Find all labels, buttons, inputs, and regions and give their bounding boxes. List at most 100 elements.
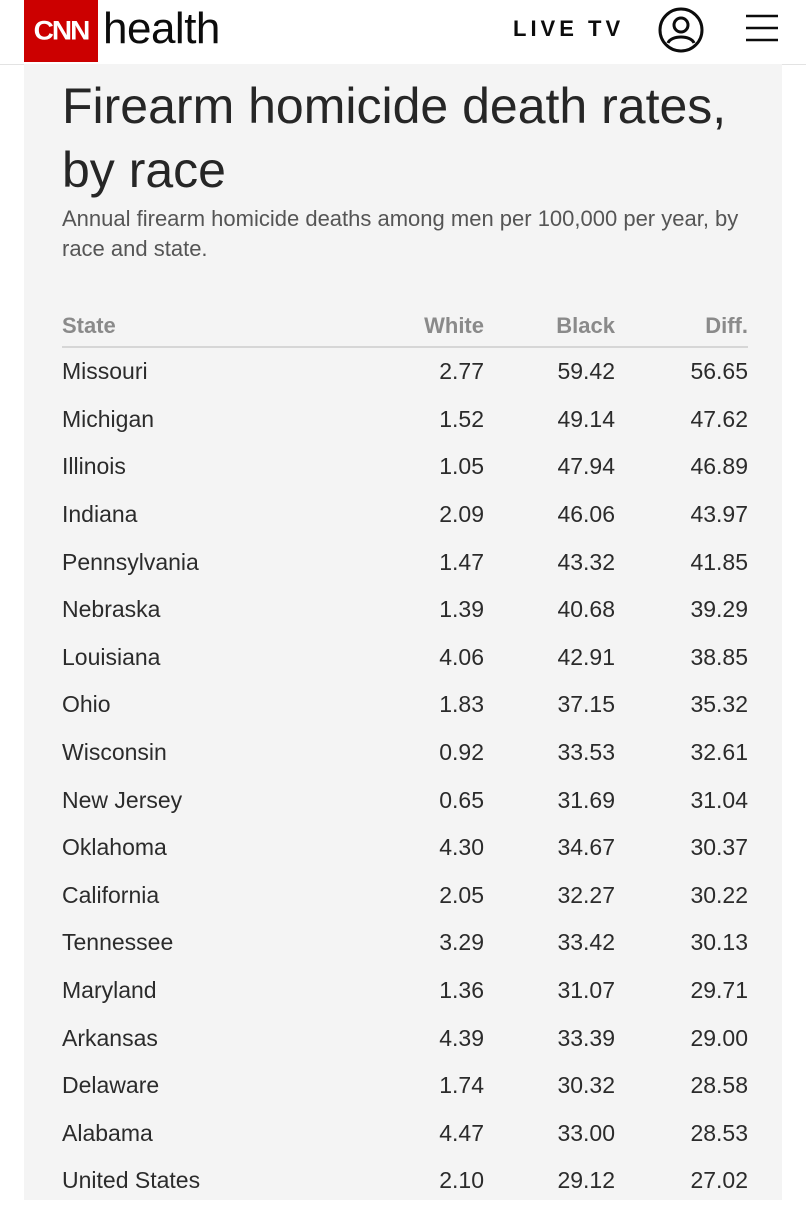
hamburger-menu-icon[interactable] — [744, 10, 780, 46]
cell-state: Arkansas — [62, 1024, 158, 1051]
section-name[interactable]: health — [103, 4, 220, 53]
cell-diff: 43.97 — [690, 501, 748, 528]
cell-white: 2.05 — [439, 881, 484, 908]
cell-state: Missouri — [62, 358, 148, 385]
cell-black: 37.15 — [557, 691, 615, 718]
cell-black: 42.91 — [557, 643, 615, 670]
cell-white: 0.92 — [439, 739, 484, 766]
site-header: CNN health LIVE TV — [0, 0, 806, 65]
column-header-state[interactable]: State — [62, 306, 392, 348]
cell-state: Pennsylvania — [62, 548, 199, 575]
cell-white: 2.10 — [439, 1167, 484, 1194]
table-row: Ohio 1.83 37.15 35.32 — [62, 681, 748, 729]
cell-state: Louisiana — [62, 643, 161, 670]
cell-diff: 46.89 — [690, 453, 748, 480]
cell-diff: 35.32 — [690, 691, 748, 718]
live-tv-link[interactable]: LIVE TV — [513, 16, 625, 41]
cell-diff: 32.61 — [690, 739, 748, 766]
cell-diff: 29.00 — [690, 1024, 748, 1051]
table-row: Tennessee 3.29 33.42 30.13 — [62, 919, 748, 967]
cell-black: 31.69 — [557, 786, 615, 813]
cell-state: Oklahoma — [62, 834, 167, 861]
cell-diff: 38.85 — [690, 643, 748, 670]
data-table: State White Black Diff. Missouri 2.77 59… — [62, 306, 748, 1205]
user-circle-icon[interactable] — [657, 6, 705, 54]
cell-state: Ohio — [62, 691, 111, 718]
cell-black: 59.42 — [557, 358, 615, 385]
table-row: Pennsylvania 1.47 43.32 41.85 — [62, 538, 748, 586]
cell-white: 4.30 — [439, 834, 484, 861]
column-header-white[interactable]: White — [392, 306, 484, 348]
cell-black: 33.39 — [557, 1024, 615, 1051]
logo-text: CNN — [33, 15, 91, 46]
cell-black: 33.00 — [557, 1119, 615, 1146]
cell-white: 2.09 — [439, 501, 484, 528]
cell-white: 1.83 — [439, 691, 484, 718]
cell-white: 0.65 — [439, 786, 484, 813]
cell-diff: 56.65 — [690, 358, 748, 385]
table-row: Nebraska 1.39 40.68 39.29 — [62, 586, 748, 634]
cell-state: Alabama — [62, 1119, 153, 1146]
cell-state: Illinois — [62, 453, 126, 480]
cell-diff: 39.29 — [690, 596, 748, 623]
cell-diff: 41.85 — [690, 548, 748, 575]
cell-state: California — [62, 881, 160, 908]
cell-white: 3.29 — [439, 929, 484, 956]
cell-white: 1.47 — [439, 548, 484, 575]
cnn-logo[interactable]: CNN — [24, 0, 98, 62]
cell-state: Nebraska — [62, 596, 161, 623]
cell-white: 1.05 — [439, 453, 484, 480]
table-row: Illinois 1.05 47.94 46.89 — [62, 443, 748, 491]
cell-diff: 47.62 — [690, 405, 748, 432]
cell-white: 4.39 — [439, 1024, 484, 1051]
table-row: Delaware 1.74 30.32 28.58 — [62, 1062, 748, 1110]
cell-white: 1.52 — [439, 405, 484, 432]
cell-state: Wisconsin — [62, 739, 167, 766]
cell-diff: 30.22 — [690, 881, 748, 908]
chart-subtitle: Annual firearm homicide deaths among men… — [62, 206, 739, 261]
cell-white: 2.77 — [439, 358, 484, 385]
cell-state: Tennessee — [62, 929, 174, 956]
cell-diff: 30.13 — [690, 929, 748, 956]
table-header-row: State White Black Diff. — [62, 306, 748, 348]
cell-black: 46.06 — [557, 501, 615, 528]
table-row: Maryland 1.36 31.07 29.71 — [62, 967, 748, 1015]
table-row: Louisiana 4.06 42.91 38.85 — [62, 634, 748, 682]
cell-state: Indiana — [62, 501, 138, 528]
cell-state: Maryland — [62, 977, 157, 1004]
table-body: Missouri 2.77 59.42 56.65 Michigan 1.52 … — [62, 347, 748, 1205]
cell-black: 32.27 — [557, 881, 615, 908]
cell-state: Delaware — [62, 1072, 160, 1099]
cell-black: 30.32 — [557, 1072, 615, 1099]
cell-black: 34.67 — [557, 834, 615, 861]
table-row: Alabama 4.47 33.00 28.53 — [62, 1110, 748, 1158]
cell-black: 29.12 — [557, 1167, 615, 1194]
cell-diff: 27.02 — [690, 1167, 748, 1194]
cell-state: United States — [62, 1167, 201, 1194]
table-row: California 2.05 32.27 30.22 — [62, 872, 748, 920]
cell-diff: 29.71 — [690, 977, 748, 1004]
cell-black: 31.07 — [557, 977, 615, 1004]
column-header-diff[interactable]: Diff. — [615, 306, 748, 348]
column-header-black[interactable]: Black — [484, 306, 615, 348]
chart-card: Firearm homicide death rates, by race An… — [24, 64, 782, 1200]
cell-black: 33.42 — [557, 929, 615, 956]
table-row: Wisconsin 0.92 33.53 32.61 — [62, 729, 748, 777]
table-row: Oklahoma 4.30 34.67 30.37 — [62, 824, 748, 872]
cell-black: 49.14 — [557, 405, 615, 432]
table-row: Michigan 1.52 49.14 47.62 — [62, 396, 748, 444]
cell-black: 40.68 — [557, 596, 615, 623]
cell-black: 33.53 — [557, 739, 615, 766]
cell-white: 1.39 — [439, 596, 484, 623]
cell-white: 1.74 — [439, 1072, 484, 1099]
cell-diff: 31.04 — [690, 786, 748, 813]
cell-diff: 28.58 — [690, 1072, 748, 1099]
table-row: New Jersey 0.65 31.69 31.04 — [62, 776, 748, 824]
cell-diff: 30.37 — [690, 834, 748, 861]
cell-black: 47.94 — [557, 453, 615, 480]
table-row: Missouri 2.77 59.42 56.65 — [62, 347, 748, 396]
cell-state: Michigan — [62, 405, 155, 432]
cell-white: 4.47 — [439, 1119, 484, 1146]
table-row: United States 2.10 29.12 27.02 — [62, 1157, 748, 1205]
cell-black: 43.32 — [557, 548, 615, 575]
